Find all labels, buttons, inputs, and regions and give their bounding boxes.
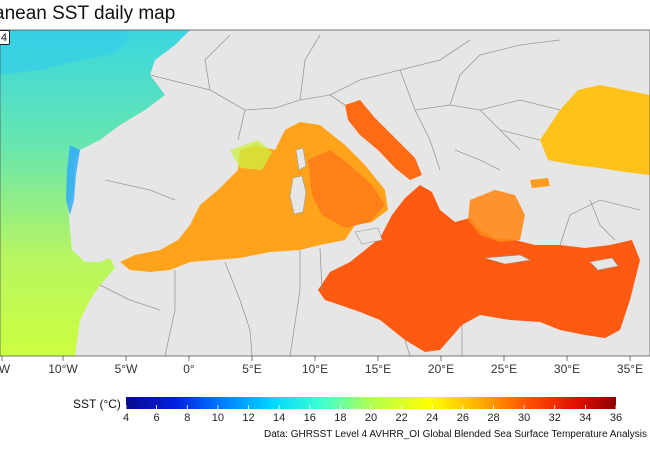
legend-tick-label: 20 [365,412,377,424]
x-tick-label: 5°W [115,362,138,376]
data-attribution: Data: GHRSST Level 4 AVHRR_OI Global Ble… [264,429,647,440]
legend-title: SST (°C) [73,397,121,411]
map-frame [0,29,650,357]
x-axis-labels: °W 10°W 5°W 0° 5°E 10°E 15°E 20°E 25°E 3… [0,362,643,376]
corsica [295,147,307,171]
x-tick-label: 20°E [428,362,454,376]
cyprus [589,257,619,271]
legend-tick-label: 12 [242,412,254,424]
legend-tick-label: 18 [334,412,346,424]
legend-tick-label: 30 [518,412,530,424]
legend-tick-label: 4 [123,412,129,424]
x-tick-label: 30°E [554,362,580,376]
legend-tick-label: 8 [184,412,190,424]
legend-tick-label: 24 [426,412,438,424]
legend-tick-label: 26 [457,412,469,424]
legend-tick-label: 10 [212,412,224,424]
x-tick-label: 10°E [302,362,328,376]
aegean-sea [468,190,525,242]
ligurian-warm [230,140,272,170]
x-tick-label: 25°E [491,362,517,376]
x-tick-label: 5°E [242,362,261,376]
legend-tick-label: 14 [273,412,285,424]
legend-tick-labels: 4 6 8 10 12 14 16 18 20 22 24 26 28 30 3… [123,412,622,424]
crete [484,254,531,265]
sicily [354,227,383,245]
legend-tick-label: 36 [610,412,622,424]
legend-tick-label: 6 [154,412,160,424]
adriatic-sea [345,100,422,180]
legend-tick-label: 32 [549,412,561,424]
x-tick-label: 10°W [48,362,78,376]
legend-tick-label: 28 [487,412,499,424]
date-badge: 4 [0,30,10,45]
east-mediterranean [318,185,640,352]
tyrrhenian-sea [308,150,385,228]
country-borders [99,34,641,356]
sardinia [289,175,307,215]
atlantic-ocean [0,30,190,356]
black-sea [540,85,650,175]
x-tick-label: 35°E [617,362,643,376]
x-tick-label: °W [0,362,11,376]
legend-tick-label: 16 [304,412,316,424]
legend-tick-label: 34 [579,412,591,424]
x-axis [1,356,631,361]
coastal-upwelling [66,145,80,215]
x-tick-label: 15°E [365,362,391,376]
x-tick-label: 0° [183,362,195,376]
north-atlantic-cool [0,30,130,75]
legend-ticks [125,405,617,409]
sea-of-marmara [530,178,550,188]
legend-tick-label: 22 [395,412,407,424]
map-title: anean SST daily map [0,3,176,24]
